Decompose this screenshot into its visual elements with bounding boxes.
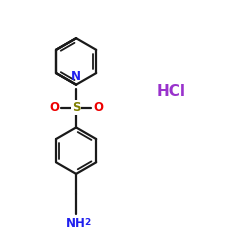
Text: 2: 2 <box>84 218 90 228</box>
Text: HCl: HCl <box>157 84 186 100</box>
Text: O: O <box>49 102 59 114</box>
Text: NH: NH <box>66 217 86 230</box>
Text: O: O <box>93 102 103 114</box>
Text: S: S <box>72 102 80 114</box>
Text: N: N <box>70 70 81 84</box>
